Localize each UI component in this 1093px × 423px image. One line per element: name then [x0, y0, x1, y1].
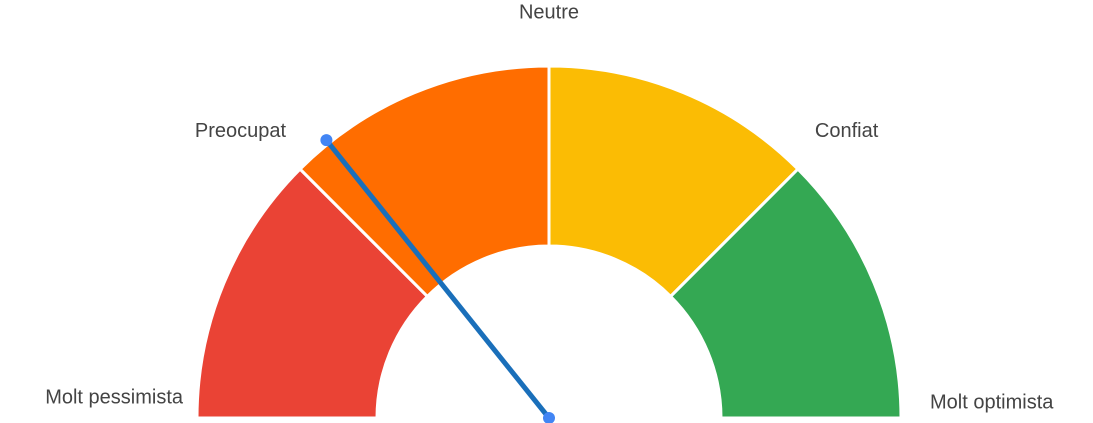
gauge-band: [297, 64, 551, 299]
gauge-band: [668, 166, 903, 420]
needle-pivot: [543, 412, 555, 423]
needle-tip: [320, 134, 333, 147]
gauge-label: Neutre: [519, 1, 579, 23]
gauge-label: Confiat: [815, 120, 879, 142]
gauge-label: Preocupat: [195, 120, 287, 142]
gauge-band: [547, 64, 801, 299]
gauge-band: [195, 166, 430, 420]
needle: [324, 138, 551, 420]
gauge-label: Molt optimista: [930, 391, 1054, 413]
gauge-label: Molt pessimista: [45, 386, 184, 408]
